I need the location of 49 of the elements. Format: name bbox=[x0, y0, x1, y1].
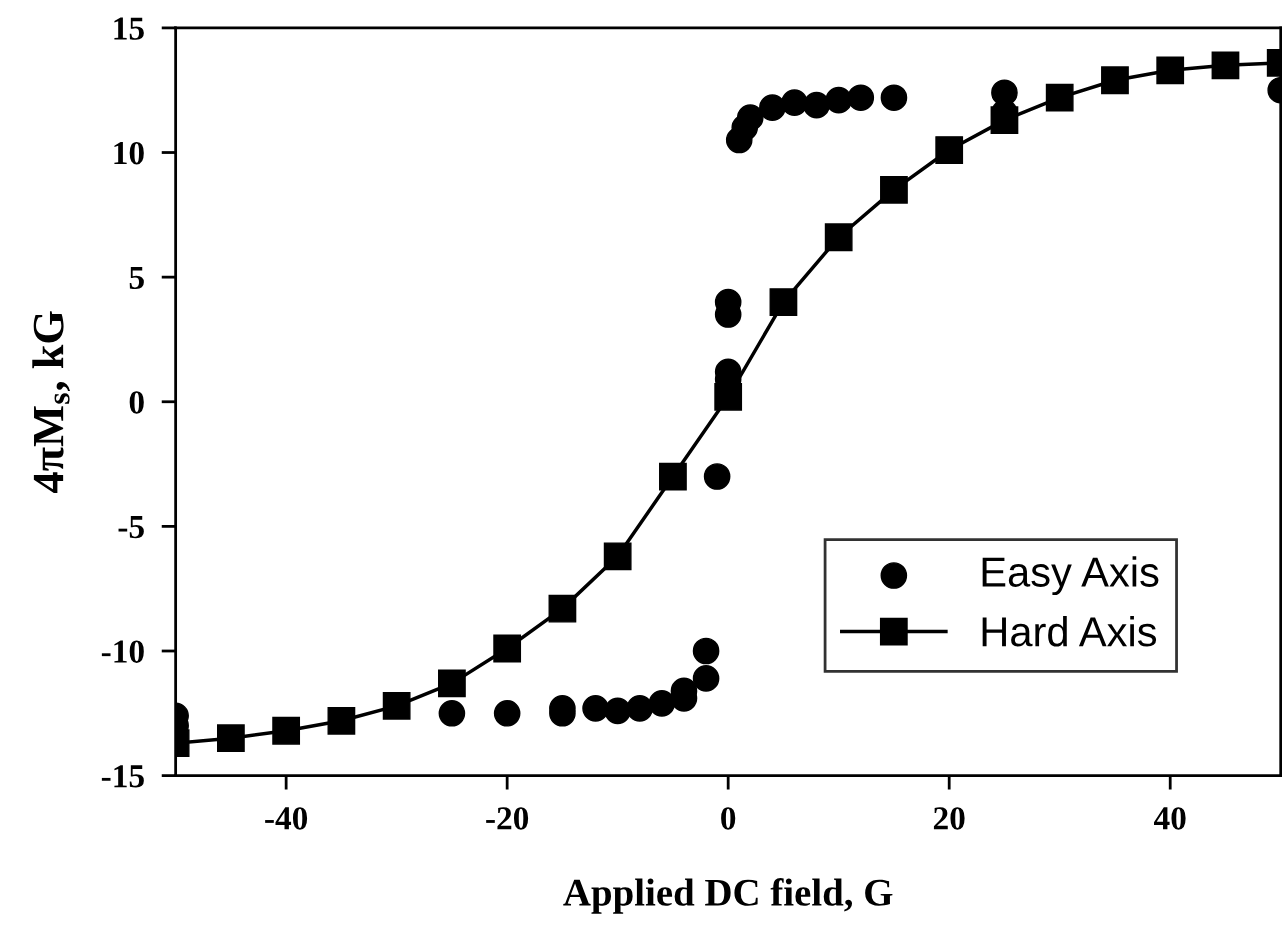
x-tick-label: 0 bbox=[721, 807, 736, 830]
point bbox=[847, 84, 875, 111]
point bbox=[382, 691, 411, 720]
y-tick-label: 0 bbox=[129, 391, 144, 414]
point bbox=[626, 695, 654, 722]
legend-label: Easy Axis bbox=[982, 556, 1159, 596]
y-tick-label: -10 bbox=[101, 640, 144, 663]
point bbox=[692, 637, 720, 665]
point bbox=[769, 288, 798, 316]
point bbox=[438, 699, 466, 727]
point bbox=[1156, 56, 1185, 85]
y-tick-label: 10 bbox=[114, 141, 144, 165]
x-tick-label: 20 bbox=[933, 807, 965, 830]
point bbox=[327, 706, 356, 735]
point bbox=[824, 223, 853, 252]
point bbox=[438, 669, 466, 698]
point bbox=[603, 542, 632, 571]
point bbox=[659, 462, 687, 491]
point bbox=[759, 94, 786, 121]
point bbox=[736, 104, 764, 131]
point bbox=[880, 176, 908, 204]
y-tick-label: -5 bbox=[118, 516, 144, 539]
point bbox=[493, 634, 522, 663]
point bbox=[781, 89, 808, 116]
point bbox=[272, 716, 301, 745]
point bbox=[803, 91, 830, 119]
y-tick-label: 15 bbox=[114, 17, 144, 40]
point bbox=[1211, 51, 1240, 80]
point bbox=[582, 695, 609, 722]
point bbox=[1045, 83, 1074, 112]
y-axis-title: 4πM$_{s}$, kG bbox=[32, 311, 71, 493]
point bbox=[825, 86, 852, 114]
x-tick-label: -40 bbox=[265, 807, 308, 830]
point bbox=[648, 690, 676, 717]
x-tick-label: -20 bbox=[486, 807, 529, 830]
point bbox=[692, 665, 720, 692]
point bbox=[216, 724, 245, 753]
point bbox=[1101, 66, 1129, 95]
point bbox=[880, 84, 908, 111]
y-tick-label: -15 bbox=[101, 765, 144, 788]
x-tick-label: 40 bbox=[1154, 807, 1186, 830]
point bbox=[604, 697, 631, 725]
point bbox=[935, 136, 964, 164]
legend-label: Hard Axis bbox=[982, 615, 1157, 647]
x-axis-title: Applied DC field, G bbox=[563, 878, 893, 914]
point bbox=[548, 594, 577, 623]
point bbox=[703, 463, 731, 490]
point bbox=[493, 699, 521, 727]
y-tick-label: 5 bbox=[129, 266, 144, 290]
